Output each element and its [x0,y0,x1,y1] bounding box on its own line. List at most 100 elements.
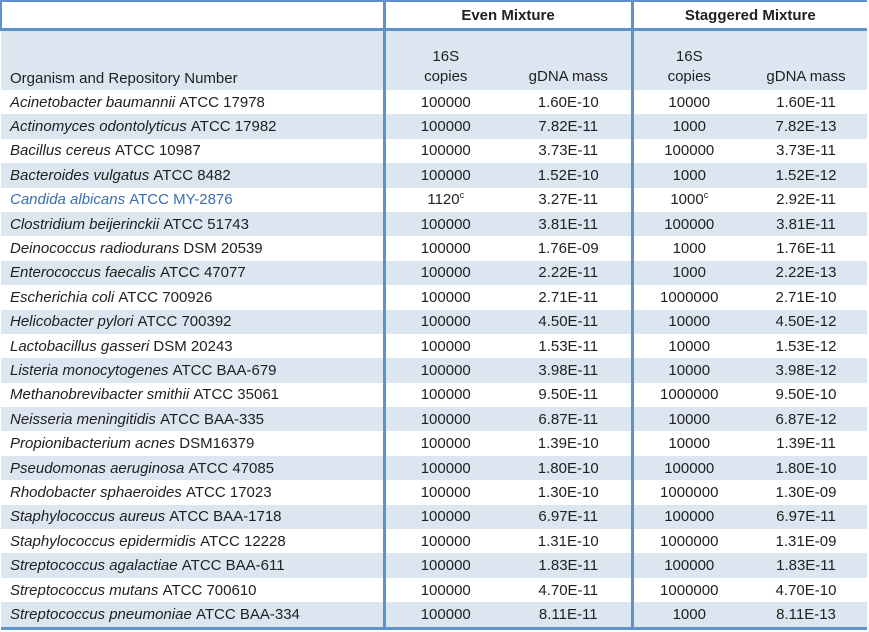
table-row: Clostridium beijerinckii ATCC 51743 10000… [1,211,867,237]
repository-number: ATCC 700610 [158,581,257,599]
organism-cell: Deinococcus radiodurans DSM 20539 [1,236,384,260]
repository-number: ATCC 47077 [155,264,246,282]
table-row: Propionibacterium acnes DSM16379 100000 1.… [1,431,867,456]
staggered-gdna-mass-cell: 7.82E-13 [745,114,867,139]
organism-name: Listeria monocytogenes [10,361,169,379]
repository-number: DSM 20243 [149,337,233,355]
even-16s-copies-cell: 1120c [382,187,506,212]
organism-name: Deinococcus radiodurans [10,240,180,258]
repository-number: ATCC 51743 [159,215,249,233]
even-gdna-mass-cell: 8.11E-11 [506,602,632,630]
staggered-gdna-mass-cell: 1.80E-10 [745,455,867,481]
organism-name: Helicobacter pylori [10,313,134,331]
table-row: Staphylococcus aureus ATCC BAA-1718 10000… [1,504,867,530]
table-row: Lactobacillus gasseri DSM 20243 100000 1.5… [1,333,867,359]
even-16s-copies-header: 16S copies [382,29,506,90]
even-gdna-mass-cell: 1.83E-11 [506,553,632,578]
even-16s-copies-cell: 100000 [382,358,506,383]
even-gdna-mass-cell: 6.97E-11 [506,504,632,530]
staggered-gdna-mass-cell: 2.22E-13 [745,260,867,286]
organism-cell: Rhodobacter sphaeroides ATCC 17023 [1,480,384,504]
even-gdna-mass-cell: 1.52E-10 [506,163,632,188]
organism-name: Neisseria meningitidis [10,410,156,428]
organism-name: Rhodobacter sphaeroides [10,483,182,501]
organism-cell: Enterococcus faecalis ATCC 47077 [1,260,384,286]
staggered-gdna-mass-cell: 1.30E-09 [775,483,837,501]
organism-cell: Pseudomonas aeruginosa ATCC 47085 [1,455,384,481]
even-16s-copies-cell: 100000 [382,455,506,481]
organism-name: Streptococcus pneumoniae [10,605,192,623]
repository-number: ATCC 47085 [184,459,275,477]
staggered-16s-copies-cell: 100000 [630,553,745,578]
organism-cell: Bacillus cereus ATCC 10987 [1,139,384,163]
organism-name: Acinetobacter baumannii [10,93,176,111]
organism-cell: Actinomyces odontolyticus ATCC 17982 [1,114,384,139]
organism-name: Bacteroides vulgatus [10,166,150,184]
corner-cell [0,0,384,31]
table-row: Enterococcus faecalis ATCC 47077 100000 2.… [1,260,867,286]
even-mixture-group-header: Even Mixture [382,0,632,31]
even-gdna-mass-cell: 3.98E-11 [506,358,632,383]
repository-number: ATCC 700392 [133,313,232,331]
repository-number: ATCC BAA-679 [168,361,277,379]
repository-number: ATCC 35061 [189,386,280,404]
staggered-gdna-mass-cell: 1.76E-11 [776,240,836,258]
group-header-row: Even Mixture Staggered Mixture [0,0,867,31]
repository-number: ATCC 17023 [181,483,272,501]
repository-number: ATCC 700926 [114,288,213,306]
table-row: Helicobacter pylori ATCC 700392 100000 4.5… [1,309,867,334]
organism-cell: Methanobrevibacter smithii ATCC 35061 [1,383,384,407]
even-16s-copies-cell: 100000 [382,382,506,408]
even-gdna-mass-cell: 3.81E-11 [506,211,632,237]
organism-cell: Streptococcus agalactiae ATCC BAA-611 [1,553,384,578]
even-16s-copies-cell: 100000 [382,285,506,310]
even-gdna-mass-cell: 7.82E-11 [506,114,632,139]
organism-name: Bacillus cereus [10,142,111,160]
organism-cell: Bacteroides vulgatus ATCC 8482 [1,163,384,188]
even-16s-copies-cell: 100000 [382,260,506,286]
organism-cell: Streptococcus pneumoniae ATCC BAA-334 [1,602,384,630]
table-row: Neisseria meningitidis ATCC BAA-335 10000… [1,407,867,432]
table-row: Pseudomonas aeruginosa ATCC 47085 100000 1… [1,455,867,481]
staggered-gdna-mass-cell: 1.53E-12 [775,337,837,355]
organism-cell: Helicobacter pylori ATCC 700392 [1,309,384,334]
staggered-gdna-mass-header: gDNA mass [745,29,867,90]
organism-name: Propionibacterium acnes [10,435,176,453]
even-gdna-mass-cell: 1.30E-10 [537,483,599,501]
table-row: Listeria monocytogenes ATCC BAA-679 10000… [1,358,867,383]
repository-number: ATCC BAA-335 [155,410,264,428]
staggered-16s-copies-cell: 1000000 [630,480,745,505]
even-16s-copies-cell: 100000 [382,163,506,188]
repository-number: ATCC 17982 [186,118,277,136]
staggered-16s-copies-cell: 10000 [630,90,745,115]
even-16s-copies-cell: 100000 [382,138,506,164]
staggered-gdna-mass-cell: 3.73E-11 [776,142,836,160]
organism-name: Actinomyces odontolyticus [10,118,187,136]
table-row: Candida albicans ATCC MY-2876 1120c 3.27E-… [1,187,867,212]
organism-cell: Clostridium beijerinckii ATCC 51743 [1,211,384,237]
even-16s-copies-cell: 100000 [382,577,506,603]
repository-number: ATCC 17978 [175,93,265,111]
staggered-gdna-mass-cell: 8.11E-13 [745,602,867,630]
sub-header-row: Organism and Repository Number 16S copie… [1,29,867,90]
staggered-16s-copies-cell: 1000 [630,236,745,261]
organism-cell: Acinetobacter baumannii ATCC 17978 [1,90,384,114]
staggered-gdna-mass-cell: 1.60E-11 [776,93,836,111]
even-16s-copies-cell: 100000 [382,504,506,530]
organism-cell: Listeria monocytogenes ATCC BAA-679 [1,358,384,383]
staggered-16s-copies-cell: 1000 [630,114,745,139]
staggered-gdna-mass-cell: 1.83E-11 [745,553,867,578]
staggered-gdna-mass-cell: 4.50E-12 [745,309,867,334]
repository-number: ATCC 10987 [110,142,201,160]
staggered-16s-copies-cell: 10000 [630,431,745,456]
staggered-16s-copies-cell: 1000000 [630,577,745,603]
repository-number: ATCC BAA-334 [191,605,300,623]
table-row: Streptococcus mutans ATCC 700610 100000 4.… [1,577,867,603]
repository-number: DSM16379 [175,435,255,453]
even-gdna-mass-cell: 9.50E-11 [538,386,599,404]
repository-number: ATCC BAA-1718 [165,508,282,526]
repository-number: DSM 20539 [179,240,263,258]
even-gdna-mass-cell: 4.70E-11 [538,581,599,599]
